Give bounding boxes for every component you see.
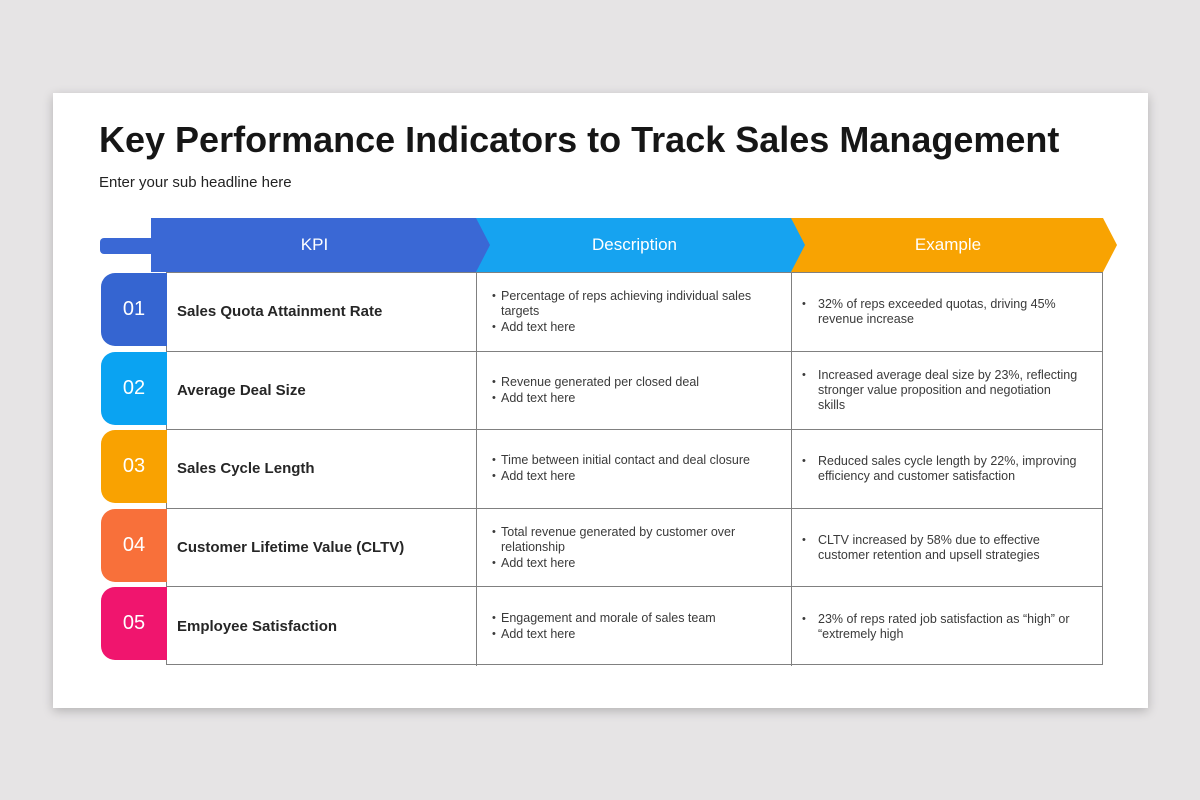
bullet-dot-icon: • [802, 297, 806, 310]
bullet-text: Revenue generated per closed deal [501, 374, 700, 389]
bullet-item: • 32% of reps exceeded quotas, driving 45… [792, 297, 1094, 327]
column-header-example: Example [791, 218, 1117, 272]
description-cell: • Percentage of reps achieving individual… [477, 273, 792, 351]
column-header-example-label: Example [914, 235, 982, 254]
bullet-item: • Percentage of reps achieving individual… [477, 289, 783, 319]
bullet-dot-icon: • [492, 375, 496, 388]
bullet-dot-icon: • [492, 525, 496, 538]
bullet-dot-icon: • [802, 368, 806, 381]
bullet-item: • Add text here [477, 556, 783, 571]
kpi-name-cell: Customer Lifetime Value (CLTV) [167, 508, 477, 587]
bullet-item: • CLTV increased by 58% due to effective … [792, 533, 1094, 563]
bullet-dot-icon: • [492, 612, 496, 625]
bullet-list-example: • 23% of reps rated job satisfaction as “… [792, 611, 1094, 643]
bullet-list-example: • Increased average deal size by 23%, ref… [792, 367, 1094, 414]
table-row: 02 Average Deal Size • Revenue generated pe… [101, 351, 1102, 431]
page-title: Key Performance Indicators to Track Sale… [99, 119, 1060, 160]
column-header-description: Description [476, 218, 805, 272]
bullet-dot-icon: • [492, 628, 496, 641]
row-number-badge: 04 [101, 508, 167, 582]
row-number-badge: 02 [101, 351, 167, 425]
example-cell: • CLTV increased by 58% due to effective … [792, 509, 1102, 587]
bullet-item: • 23% of reps rated job satisfaction as “… [792, 612, 1094, 642]
bullet-text: Add text here [501, 469, 576, 484]
bullet-text: Percentage of reps achieving individual … [501, 288, 752, 318]
bullet-dot-icon: • [492, 391, 496, 404]
example-cell: • 32% of reps exceeded quotas, driving 45… [792, 273, 1102, 351]
column-header-kpi-label: KPI [300, 235, 329, 254]
page-subtitle: Enter your sub headline here [99, 174, 292, 191]
table-row: 03 Sales Cycle Length • Time between initia… [101, 430, 1102, 509]
bullet-text: Time between initial contact and deal cl… [501, 453, 750, 468]
bullet-text: Add text here [501, 390, 576, 405]
table-row: 05 Employee Satisfaction • Engagement and m… [101, 587, 1102, 666]
bullet-list-example: • 32% of reps exceeded quotas, driving 45… [792, 296, 1094, 328]
bullet-item: • Time between initial contact and deal c… [477, 453, 783, 468]
bullet-dot-icon: • [802, 612, 806, 625]
bullet-dot-icon: • [802, 533, 806, 546]
bullet-item: • Revenue generated per closed deal [477, 375, 783, 390]
bullet-list-description: • Revenue generated per closed deal • Add t… [477, 374, 783, 407]
bullet-text: Engagement and morale of sales team [501, 611, 716, 626]
table-row: 04 Customer Lifetime Value (CLTV) • Total r… [101, 508, 1102, 588]
description-cell: • Revenue generated per closed deal • Add t… [477, 351, 792, 430]
kpi-table: 01 Sales Quota Attainment Rate • Percentage… [101, 272, 1103, 666]
header-tail-bar-decoration [100, 238, 172, 254]
bullet-list-example: • Reduced sales cycle length by 22%, impr… [792, 453, 1094, 485]
example-cell: • Increased average deal size by 23%, ref… [792, 352, 1102, 430]
bullet-dot-icon: • [492, 289, 496, 302]
bullet-list-description: • Percentage of reps achieving individual… [477, 288, 783, 336]
bullet-text: 23% of reps rated job satisfaction as “h… [818, 611, 1070, 641]
bullet-dot-icon: • [492, 454, 496, 467]
slide-card: Key Performance Indicators to Track Sale… [53, 93, 1148, 708]
bullet-text: Increased average deal size by 23%, refl… [818, 367, 1078, 412]
column-header-description-label: Description [591, 235, 678, 254]
description-cell: • Total revenue generated by customer ove… [477, 508, 792, 587]
bullet-item: • Add text here [477, 391, 783, 406]
description-cell: • Time between initial contact and deal c… [477, 430, 792, 508]
row-number-badge: 05 [101, 587, 167, 661]
bullet-dot-icon: • [802, 454, 806, 467]
bullet-text: Add text here [501, 555, 576, 570]
kpi-name-cell: Employee Satisfaction [167, 587, 477, 666]
example-cell: • Reduced sales cycle length by 22%, impr… [792, 430, 1102, 508]
bullet-text: Add text here [501, 319, 576, 334]
row-number-badge: 01 [101, 273, 167, 346]
bullet-list-description: • Total revenue generated by customer ove… [477, 524, 783, 572]
bullet-text: 32% of reps exceeded quotas, driving 45%… [818, 296, 1056, 326]
bullet-item: • Add text here [477, 627, 783, 642]
bullet-list-description: • Time between initial contact and deal c… [477, 452, 783, 485]
bullet-text: CLTV increased by 58% due to effective c… [818, 532, 1040, 562]
row-number-badge: 03 [101, 430, 167, 504]
bullet-list-description: • Engagement and morale of sales team • Add… [477, 610, 783, 643]
bullet-item: • Reduced sales cycle length by 22%, impr… [792, 454, 1094, 484]
kpi-name-cell: Average Deal Size [167, 351, 477, 430]
bullet-list-example: • CLTV increased by 58% due to effective … [792, 532, 1094, 564]
example-cell: • 23% of reps rated job satisfaction as “… [792, 587, 1102, 666]
bullet-text: Reduced sales cycle length by 22%, impro… [818, 453, 1077, 483]
kpi-name-cell: Sales Cycle Length [167, 430, 477, 508]
bullet-item: • Add text here [477, 320, 783, 335]
kpi-name-cell: Sales Quota Attainment Rate [167, 273, 477, 351]
bullet-dot-icon: • [492, 470, 496, 483]
bullet-dot-icon: • [492, 320, 496, 333]
bullet-dot-icon: • [492, 556, 496, 569]
column-header-kpi: KPI [151, 218, 490, 272]
bullet-text: Total revenue generated by customer over… [501, 524, 736, 554]
bullet-item: • Add text here [477, 469, 783, 484]
bullet-item: • Increased average deal size by 23%, ref… [792, 368, 1094, 413]
bullet-item: • Total revenue generated by customer ove… [477, 525, 783, 555]
bullet-text: Add text here [501, 627, 576, 642]
bullet-item: • Engagement and morale of sales team [477, 611, 783, 626]
table-row: 01 Sales Quota Attainment Rate • Percentage… [101, 273, 1102, 352]
description-cell: • Engagement and morale of sales team • Add… [477, 587, 792, 666]
